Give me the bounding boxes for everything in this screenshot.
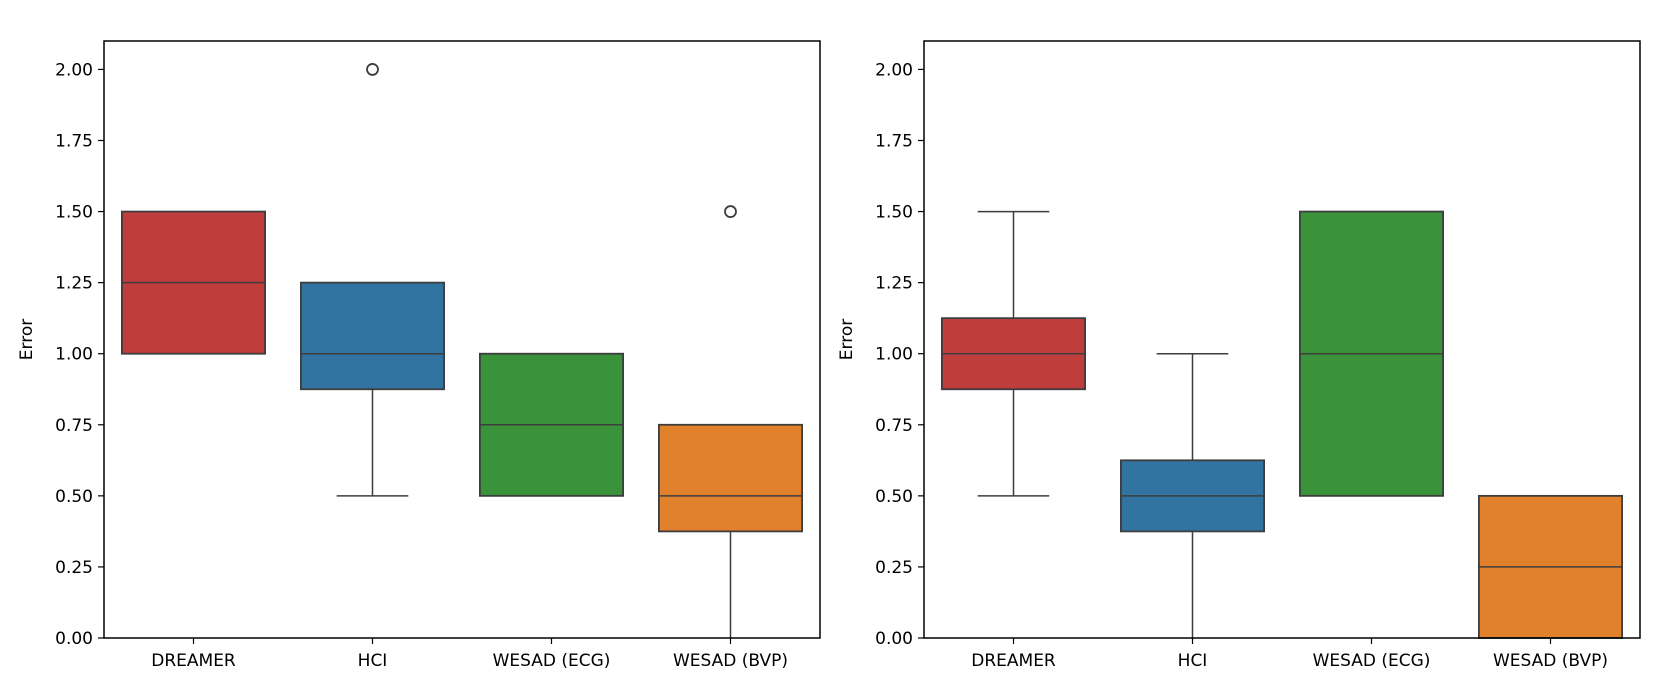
y-tick-label: 1.00 [875,345,913,365]
box-2 [299,63,445,497]
y-tick-label: 0.50 [55,487,93,507]
plot-panel-2: 0.00 0.25 0.50 0.75 1.00 1.25 1.50 1.75 2.00 Erro… [837,40,1641,671]
y-tick-label: 1.75 [875,132,913,152]
box-4 [658,205,804,638]
x-tick-label: WESAD (BVP) [1493,651,1608,671]
y-tick-label: 0.00 [55,629,93,649]
y-tick-label: 0.75 [875,416,913,436]
y-tick-label: 0.25 [875,558,913,578]
y-tick-label: 1.25 [875,274,913,294]
box-1 [941,210,1087,497]
box-body [299,281,445,391]
x-tick-label: WESAD (ECG) [1313,651,1431,671]
box-3 [1299,210,1445,497]
y-tick-label: 0.75 [55,416,93,436]
x-tick-label: DREAMER [971,651,1056,671]
x-tick-label: HCI [358,651,388,671]
box-body [658,423,804,533]
y-axis-label: Error [17,319,37,360]
y-tick-label: 0.00 [875,629,913,649]
y-axis-label: Error [837,319,857,360]
x-tick-label: WESAD (BVP) [673,651,788,671]
y-tick-label: 1.75 [55,132,93,152]
y-tick-label: 2.00 [55,60,93,80]
y-tick-label: 1.50 [55,203,93,223]
plot-panel-1: 0.00 0.25 0.50 0.75 1.00 1.25 1.50 1.75 2.00 Erro… [17,40,821,671]
y-tick-label: 1.25 [55,274,93,294]
outlier-point [366,63,379,76]
plot-frame [103,40,821,639]
y-tick-label: 1.50 [875,203,913,223]
box-2 [1120,352,1266,638]
x-tick-label: DREAMER [151,651,236,671]
box-3 [478,352,624,497]
x-tick-label: HCI [1178,651,1208,671]
y-tick-label: 2.00 [875,60,913,80]
y-tick-label: 1.00 [55,345,93,365]
box-4 [1478,494,1624,639]
y-tick-label: 0.25 [55,558,93,578]
plot-frame [923,40,1641,639]
x-tick-label: WESAD (ECG) [493,651,611,671]
outlier-point [724,205,737,218]
box-1 [121,210,266,355]
y-tick-label: 0.50 [875,487,913,507]
